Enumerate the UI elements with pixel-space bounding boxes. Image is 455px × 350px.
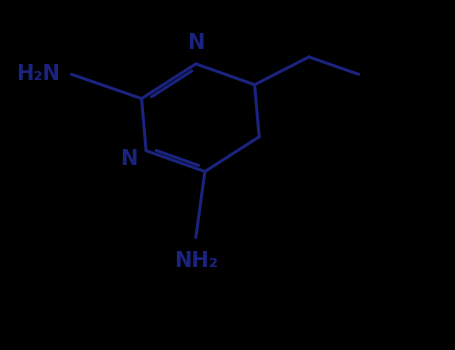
Text: N: N — [187, 34, 205, 54]
Text: H₂N: H₂N — [16, 64, 60, 84]
Text: NH₂: NH₂ — [174, 251, 218, 271]
Text: N: N — [120, 149, 137, 169]
